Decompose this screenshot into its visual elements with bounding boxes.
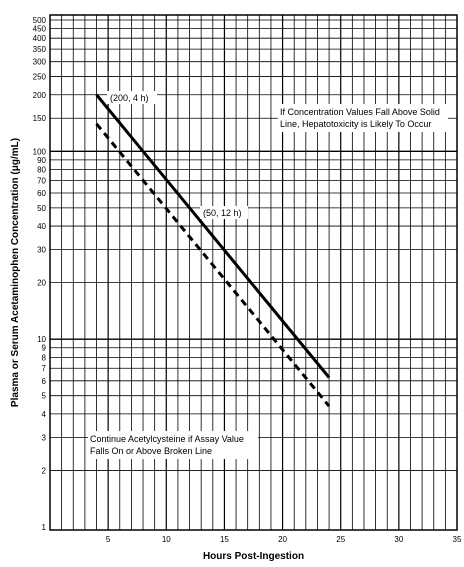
y-tick-label: 450 — [33, 25, 47, 34]
y-tick-label: 40 — [37, 222, 46, 231]
x-tick-label: 10 — [162, 535, 171, 544]
y-tick-label: 3 — [42, 433, 47, 442]
plot-frame — [49, 14, 458, 531]
broken-treatment-line — [95, 122, 331, 408]
point-label-box-50 — [200, 206, 248, 219]
annotation-continue-line2: Falls On or Above Broken Line — [90, 446, 212, 456]
y-tick-label: 1 — [42, 523, 47, 532]
x-tick-label: 15 — [220, 535, 229, 544]
y-tick-label: 4 — [42, 410, 47, 419]
annotation-hepatotoxicity-line2: Line, Hepatotoxicity is Likely To Occur — [280, 119, 431, 129]
x-tick-label: 35 — [453, 535, 462, 544]
y-tick-label: 9 — [42, 344, 47, 353]
x-tick-label: 5 — [106, 535, 111, 544]
annotation-box-lower — [88, 431, 258, 459]
y-tick-label: 10 — [37, 335, 46, 344]
y-tick-label: 8 — [42, 353, 47, 362]
x-tick-labels: 5 10 15 20 25 30 35 — [106, 535, 462, 544]
solid-treatment-line — [95, 93, 331, 379]
x-tick-label: 30 — [394, 535, 403, 544]
point-label-200-4h: (200, 4 h) — [110, 93, 149, 103]
x-tick-label: 20 — [278, 535, 287, 544]
point-label-50-12h: (50, 12 h) — [203, 208, 242, 218]
annotation-box-upper — [278, 104, 448, 132]
y-tick-label: 500 — [33, 16, 47, 25]
y-tick-label: 2 — [42, 466, 47, 475]
y-tick-label: 5 — [42, 392, 47, 401]
y-tick-label: 6 — [42, 377, 47, 386]
y-tick-label: 300 — [33, 58, 47, 67]
horizontal-gridlines — [50, 19, 457, 471]
y-tick-label: 90 — [37, 156, 46, 165]
y-tick-label: 150 — [33, 114, 47, 123]
point-label-box-200 — [107, 91, 157, 104]
y-tick-label: 30 — [37, 246, 46, 255]
x-axis-label: Hours Post-Ingestion — [203, 551, 304, 562]
y-tick-label: 400 — [33, 34, 47, 43]
y-tick-label: 50 — [37, 204, 46, 213]
x-tick-label: 25 — [336, 535, 345, 544]
annotation-continue-line1: Continue Acetylcysteine if Assay Value — [90, 434, 244, 444]
y-tick-label: 350 — [33, 45, 47, 54]
y-tick-label: 100 — [33, 147, 47, 156]
y-tick-label: 70 — [37, 176, 46, 185]
annotation-hepatotoxicity-line1: If Concentration Values Fall Above Solid — [280, 107, 440, 117]
y-axis-label: Plasma or Serum Acetaminophen Concentrat… — [10, 138, 21, 407]
y-tick-label: 250 — [33, 73, 47, 82]
y-tick-label: 80 — [37, 166, 46, 175]
series-lines — [95, 93, 331, 408]
y-tick-label: 7 — [42, 364, 47, 373]
y-tick-label: 60 — [37, 189, 46, 198]
y-tick-label: 20 — [37, 279, 46, 288]
y-tick-label: 200 — [33, 91, 47, 100]
